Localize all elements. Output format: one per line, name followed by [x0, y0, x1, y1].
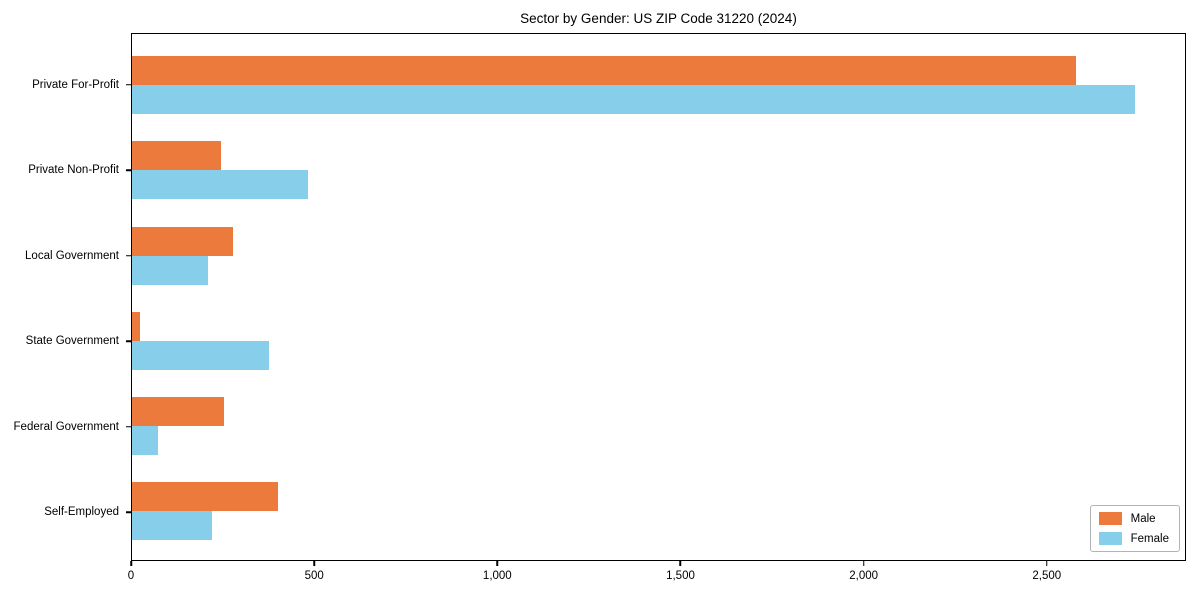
x-tick-label: 2,000 — [849, 570, 879, 582]
bar-male — [132, 397, 224, 426]
bars-layer — [132, 34, 1185, 560]
bar-female — [132, 85, 1135, 115]
y-tick-label: Federal Government — [13, 420, 119, 433]
y-axis: Private For-Profit Private Non-Profit Loca… — [0, 33, 131, 561]
bar-group — [132, 226, 1185, 285]
legend-item: Female — [1098, 532, 1169, 545]
bar-female — [132, 255, 208, 285]
bar-group — [132, 141, 1185, 200]
y-tick-mark — [126, 340, 131, 342]
bar-group — [132, 397, 1185, 455]
y-tick-mark — [126, 511, 131, 513]
chart-title: Sector by Gender: US ZIP Code 31220 (202… — [520, 11, 797, 26]
x-tick-mark — [679, 561, 682, 566]
legend-item: Male — [1098, 512, 1169, 525]
bar-male — [132, 56, 1077, 86]
x-tick-mark — [130, 561, 132, 566]
y-tick-mark — [126, 169, 131, 171]
y-tick-mark — [126, 83, 131, 86]
x-tick-label: 1,500 — [666, 570, 695, 582]
y-tick-mark — [126, 254, 131, 257]
y-tick-mark — [126, 425, 131, 428]
bar-female — [132, 511, 213, 541]
x-tick-mark — [1046, 561, 1048, 566]
y-tick-label: Self-Employed — [44, 506, 119, 518]
bar-group — [132, 311, 1185, 370]
legend-label: Female — [1130, 532, 1169, 545]
x-tick-label: 1,000 — [482, 570, 512, 582]
bar-group — [132, 482, 1185, 541]
x-tick-label: 500 — [304, 570, 324, 582]
y-tick-label: Local Government — [25, 249, 119, 262]
x-tick-mark — [862, 561, 865, 566]
y-tick-label: Private For-Profit — [32, 78, 119, 91]
legend-label: Male — [1130, 512, 1156, 525]
x-tick-mark — [496, 561, 499, 566]
y-tick-label: Private Non-Profit — [28, 164, 119, 176]
x-tick-mark — [313, 561, 315, 566]
bar-female — [132, 340, 270, 370]
bar-male — [132, 141, 222, 171]
bar-male — [132, 311, 140, 341]
x-axis: 0 500 1,000 1,500 2,000 2,500 — [127, 561, 1186, 593]
bar-female — [132, 170, 308, 200]
bar-male — [132, 482, 278, 512]
bar-male — [132, 226, 233, 256]
plot-area: Male Female — [131, 33, 1186, 561]
x-tick-label: 2,500 — [1032, 570, 1062, 582]
legend: Male Female — [1089, 505, 1180, 552]
x-tick-label: 0 — [127, 570, 135, 582]
y-tick-label: State Government — [25, 335, 119, 347]
bar-female — [132, 426, 158, 455]
bar-group — [132, 56, 1185, 115]
legend-swatch — [1098, 532, 1122, 545]
legend-swatch — [1098, 512, 1122, 525]
